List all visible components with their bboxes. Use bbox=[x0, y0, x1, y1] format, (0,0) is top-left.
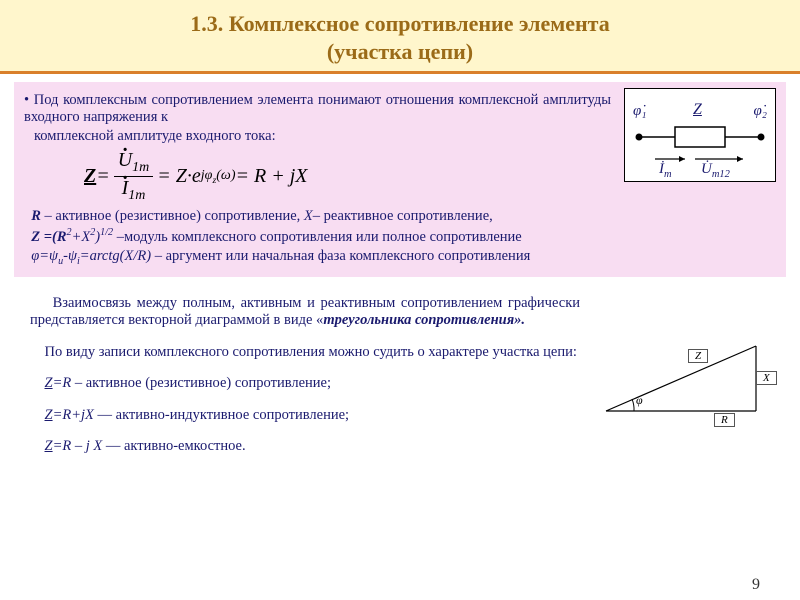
title-bar: 1.3. Комплексное сопротивление элемента … bbox=[0, 0, 800, 74]
def-p3: R – активное (резистивное) сопротивление… bbox=[24, 208, 776, 225]
f-mid: = Z·e bbox=[157, 165, 201, 188]
z-label: Z bbox=[693, 101, 702, 119]
def-p4: Z =(R2+X2)1/2 –модуль комплексного сопро… bbox=[24, 227, 776, 246]
triangle-svg bbox=[596, 301, 776, 431]
tri-r: R bbox=[714, 413, 735, 427]
slide-title: 1.3. Комплексное сопротивление элемента … bbox=[20, 10, 780, 65]
f-exp: jφz(ω) bbox=[201, 168, 236, 186]
lp-l1: Z=R – активное (резистивное) сопротивлен… bbox=[30, 375, 580, 392]
f-z: Z bbox=[84, 165, 96, 188]
lp2: По виду записи комплексного сопротивлени… bbox=[30, 344, 580, 361]
im-label: İm bbox=[659, 161, 672, 180]
lp1: Взаимосвязь между полным, активным и реа… bbox=[30, 295, 580, 329]
lower-text: Взаимосвязь между полным, активным и реа… bbox=[14, 281, 596, 470]
page-number: 9 bbox=[752, 576, 760, 594]
phi1-label: φ̇₁ bbox=[633, 103, 647, 120]
title-line1: 1.3. Комплексное сопротивление элемента bbox=[190, 11, 609, 36]
lower-section: Взаимосвязь между полным, активным и реа… bbox=[14, 281, 786, 470]
lp-l3: Z=R – j X — активно-емкостное. bbox=[30, 438, 580, 455]
circuit-diagram: φ̇₁ Z φ̇₂ İm U̇m12 bbox=[624, 88, 776, 182]
um-label: U̇m12 bbox=[701, 161, 730, 180]
tri-phi: φ bbox=[636, 393, 643, 408]
tri-x: X bbox=[756, 371, 777, 385]
title-line2: (участка цепи) bbox=[327, 39, 473, 64]
triangle-diagram: Z X R φ bbox=[596, 281, 786, 470]
definition-box: φ̇₁ Z φ̇₂ İm U̇m12 Под комплексным сопро… bbox=[14, 82, 786, 277]
f-eq1: = bbox=[96, 165, 110, 188]
def-p5: φ=ψu-ψi=arctg(X/R) – аргумент или началь… bbox=[24, 248, 776, 267]
phi2-label: φ̇₂ bbox=[753, 103, 767, 120]
f-fraction: U1m I1m bbox=[114, 149, 154, 204]
lp-l2: Z=R+jX — активно-индуктивное сопротивлен… bbox=[30, 407, 580, 424]
tri-z: Z bbox=[688, 349, 708, 363]
f-tail: = R + jX bbox=[235, 165, 307, 188]
